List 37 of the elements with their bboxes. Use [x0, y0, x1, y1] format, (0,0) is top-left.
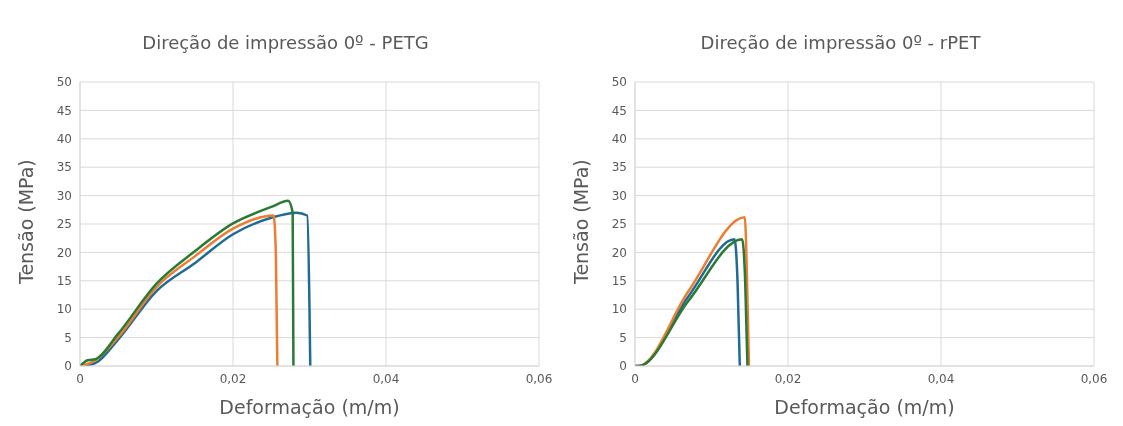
y-tick-label: 50 [56, 75, 72, 90]
x-tick-label: 0,06 [525, 371, 553, 386]
y-tick-label: 10 [611, 302, 627, 317]
chart-title: Direção de impressão 0º - PETG [141, 31, 430, 55]
y-tick-label: 0 [64, 359, 72, 374]
y-tick-label: 40 [611, 132, 627, 147]
y-tick-label: 10 [56, 302, 72, 317]
x-tick-label: 0,06 [1080, 371, 1108, 386]
y-tick-label: 15 [56, 274, 72, 289]
y-tick-label: 30 [611, 188, 627, 203]
x-tick-label: 0,02 [774, 371, 802, 386]
y-tick-label: 15 [611, 274, 627, 289]
chart-title: Direção de impressão 0º - rPET [699, 31, 982, 55]
y-tick-label: 45 [611, 103, 627, 118]
x-tick-label: 0 [76, 371, 84, 386]
y-tick-label: 35 [56, 160, 72, 175]
y-tick-label: 30 [56, 188, 72, 203]
y-tick-label: 5 [64, 330, 72, 345]
y-axis-title: Tensão (MPa) [14, 159, 37, 285]
y-tick-label: 5 [619, 330, 627, 345]
y-tick-label: 45 [56, 103, 72, 118]
y-tick-label: 0 [619, 359, 627, 374]
y-tick-label: 50 [611, 75, 627, 90]
line-series [80, 214, 279, 366]
y-tick-label: 25 [611, 217, 627, 232]
x-tick-label: 0,04 [927, 371, 955, 386]
x-tick-label: 0,02 [219, 371, 247, 386]
y-axis-title: Tensão (MPa) [569, 159, 592, 285]
x-axis-title: Deformação (m/m) [774, 396, 955, 418]
y-tick-label: 20 [611, 245, 627, 260]
x-tick-label: 0 [631, 371, 639, 386]
y-tick-label: 20 [56, 245, 72, 260]
y-tick-label: 40 [56, 132, 72, 147]
y-tick-label: 25 [56, 217, 72, 232]
y-tick-label: 35 [611, 160, 627, 175]
x-tick-label: 0,04 [372, 371, 400, 386]
x-axis-title: Deformação (m/m) [219, 396, 400, 418]
